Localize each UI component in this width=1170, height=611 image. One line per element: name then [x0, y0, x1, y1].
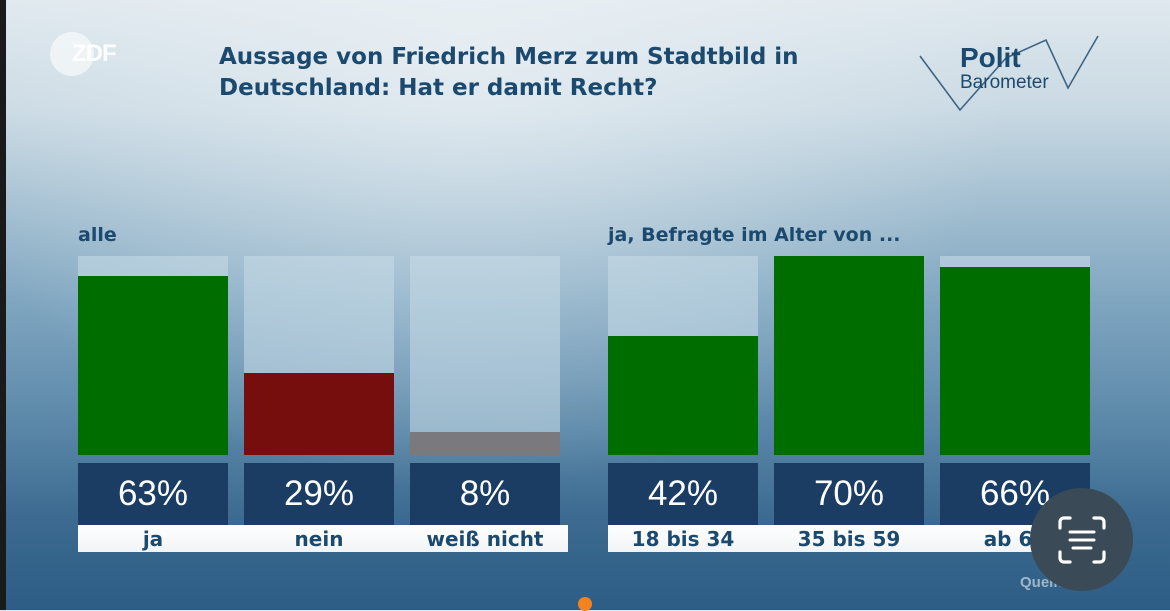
category-label: weiß nicht: [426, 527, 544, 551]
data-label: 29%: [244, 463, 394, 525]
data-label: 8%: [410, 463, 560, 525]
group-label-all: alle: [78, 224, 117, 246]
brand-line-2: Barometer: [960, 72, 1049, 93]
chart-title: Aussage von Friedrich Merz zum Stadtbild…: [219, 44, 799, 101]
bar-track: [940, 256, 1090, 455]
bar-track: [410, 256, 560, 455]
data-label: 70%: [774, 463, 924, 525]
category-label: 35 bis 59: [797, 527, 901, 551]
bar-ab-60: [940, 267, 1090, 455]
bar-nein: [244, 373, 394, 455]
bar-track: [774, 256, 924, 455]
page-indicator-dot: [578, 597, 592, 611]
bar-weiß-nicht: [410, 432, 560, 455]
bar-track: [608, 256, 758, 455]
data-label: 42%: [608, 463, 758, 525]
screen-edge: [0, 0, 6, 610]
bar-35-bis-59: [774, 256, 924, 455]
bar-track: [244, 256, 394, 455]
category-label: nein: [294, 527, 344, 551]
zdf-logo-icon: [50, 32, 94, 76]
scan-text-button[interactable]: [1030, 488, 1133, 591]
zigzag-line-icon: [919, 35, 1099, 112]
data-label: 63%: [78, 463, 228, 525]
bar-track: [78, 256, 228, 455]
category-strip-age: [608, 525, 1108, 552]
bar-ja: [78, 276, 228, 455]
category-label: 18 bis 34: [631, 527, 735, 551]
scan-text-icon: [1058, 516, 1106, 564]
group-label-age: ja, Befragte im Alter von ...: [608, 224, 901, 246]
category-label: ja: [142, 527, 164, 551]
broadcaster-logo-text: ZDF: [72, 40, 117, 67]
bar-18-bis-34: [608, 336, 758, 455]
category-strip-all: [78, 525, 568, 552]
politbarometer-logo: Polit Barometer: [918, 30, 1108, 120]
brand-line-1: Polit: [960, 42, 1021, 73]
